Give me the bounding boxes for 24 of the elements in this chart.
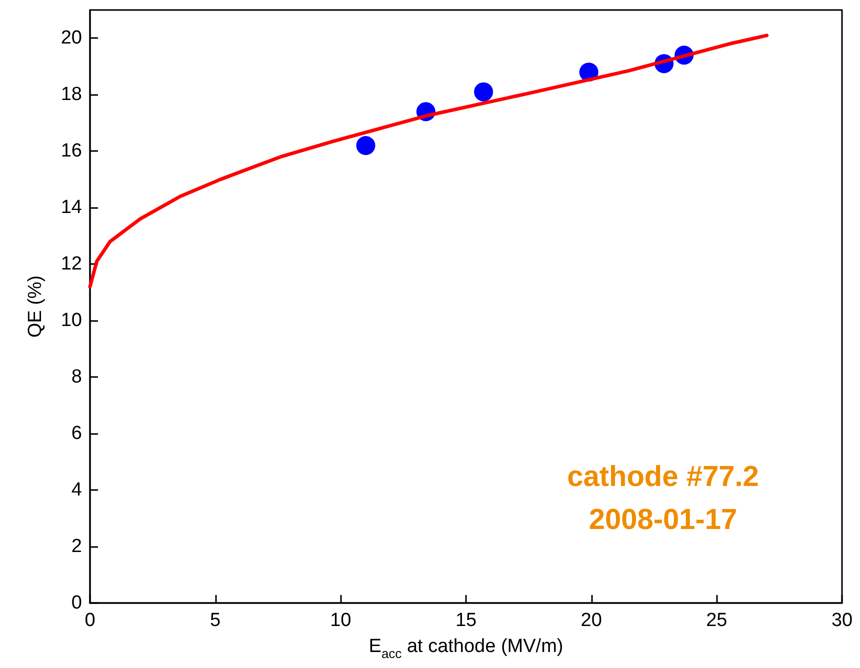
y-tick-label: 14: [60, 197, 82, 218]
y-axis-title: QE (%): [25, 275, 46, 338]
annotation: cathode #77.2: [567, 461, 759, 493]
y-tick-label: 0: [71, 592, 82, 614]
y-tick-label: 8: [71, 366, 82, 388]
x-tick-label: 30: [831, 610, 853, 631]
x-tick-label: 0: [84, 610, 96, 631]
x-tick-label: 15: [455, 610, 477, 631]
x-tick-label: 10: [330, 610, 352, 631]
y-tick-label: 16: [60, 140, 82, 162]
line-series: [88, 34, 769, 288]
y-tick-label: 2: [71, 536, 82, 558]
y-tick-label: 10: [60, 310, 82, 332]
x-tick-label: 20: [580, 610, 602, 631]
point: [356, 136, 376, 156]
y-tick-label: 6: [71, 423, 82, 444]
y-tick-label: 18: [60, 84, 82, 106]
point: [474, 82, 494, 102]
y-tick-label: 12: [60, 254, 82, 275]
y-tick-label: 20: [60, 28, 82, 49]
x-tick-label: 25: [706, 610, 728, 631]
x-tick-label: 5: [210, 610, 221, 631]
y-tick-label: 4: [71, 480, 82, 501]
annotation: 2008-01-17: [588, 504, 738, 536]
